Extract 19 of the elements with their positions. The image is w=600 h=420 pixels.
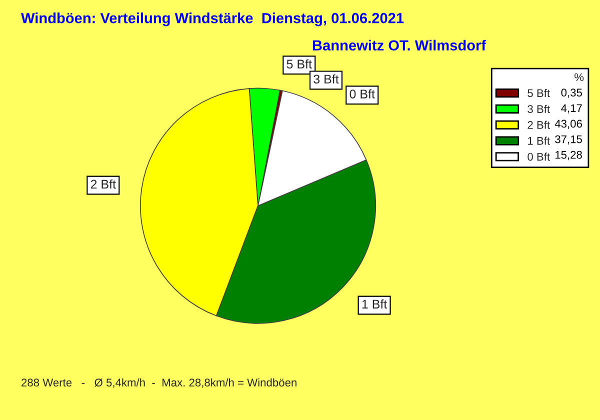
legend-label: 3 Bft [528, 104, 550, 113]
slice-label: 0 Bft [350, 89, 375, 98]
data-label: 43,06 [554, 120, 582, 129]
chart-subtitle: Bannewitz OT. Wilmsdorf [312, 40, 486, 51]
legend-label: 5 Bft [528, 88, 550, 98]
slice-label: 5 Bft [286, 59, 312, 68]
legend-label: 1 Bft [528, 136, 550, 145]
legend-label: 0 Bft [528, 152, 550, 161]
slice-label: 1 Bft [362, 299, 388, 309]
category-label: 3 Bft [314, 74, 339, 84]
data-label: 37,15 [555, 135, 582, 145]
chart-title: Windböen: Verteilung Windstärke Dienstag, 01.06.2021 [21, 12, 404, 26]
text: 288 Werte - Ø 5,4km/h - Max. 28,8km/h = Windböen [22, 378, 296, 388]
legend-label: 2 Bft [528, 120, 550, 129]
data-label: 0,35 [561, 88, 582, 98]
legend-title: % [574, 73, 584, 82]
data-label: 15,28 [555, 150, 582, 160]
data-label: 4,17 [561, 104, 582, 114]
slice-label: 2 Bft [90, 179, 116, 189]
